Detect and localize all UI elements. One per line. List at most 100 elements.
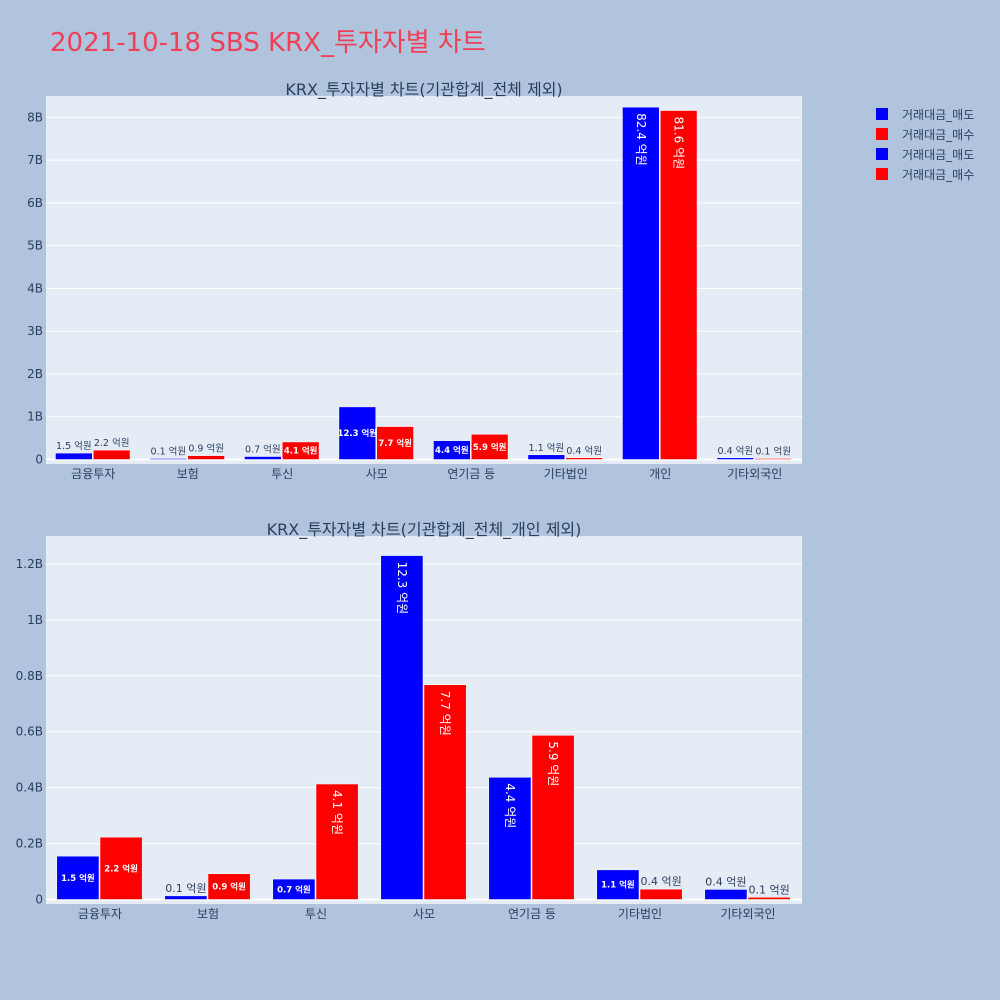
bar bbox=[527, 454, 566, 460]
chart-title: KRX_투자자별 차트(기관합계_전체_개인 제외) bbox=[267, 520, 582, 540]
y-tick-label: 0.8B bbox=[16, 669, 43, 683]
bar bbox=[55, 452, 93, 460]
legend-item[interactable]: 거래대금_매수 bbox=[876, 128, 974, 142]
x-tick-label: 기타외국인 bbox=[720, 907, 775, 921]
data-label: 0.4 억원 bbox=[705, 875, 746, 888]
bar bbox=[56, 855, 100, 900]
bar bbox=[187, 455, 225, 460]
data-label: 0.1 억원 bbox=[165, 882, 206, 895]
x-tick-label: 연기금 등 bbox=[447, 467, 495, 481]
bar bbox=[565, 457, 603, 460]
bar bbox=[660, 110, 698, 460]
y-tick-label: 7B bbox=[27, 153, 43, 167]
x-tick-label: 사모 bbox=[413, 907, 435, 921]
chart-title: KRX_투자자별 차트(기관합계_전체 제외) bbox=[285, 80, 562, 100]
legend-item[interactable]: 거래대금_매도 bbox=[876, 148, 974, 162]
legend-label: 거래대금_매수 bbox=[902, 168, 974, 182]
bar bbox=[596, 869, 640, 900]
data-label: 4.1 억원 bbox=[284, 446, 318, 457]
data-label: 0.9 억원 bbox=[212, 882, 246, 893]
legend-swatch bbox=[876, 148, 888, 160]
y-tick-label: 3B bbox=[27, 324, 43, 338]
bar bbox=[207, 873, 251, 900]
data-label: 82.4 억원 bbox=[634, 113, 648, 166]
data-label: 1.5 억원 bbox=[61, 873, 95, 884]
data-label: 0.1 억원 bbox=[755, 446, 791, 458]
bar bbox=[315, 783, 359, 900]
y-tick-label: 0.4B bbox=[16, 781, 43, 795]
x-tick-label: 사모 bbox=[366, 467, 388, 481]
data-label: 12.3 억원 bbox=[395, 562, 409, 615]
data-label: 4.4 억원 bbox=[435, 445, 469, 456]
data-label: 0.1 억원 bbox=[151, 446, 187, 458]
legend-swatch bbox=[876, 108, 888, 120]
bar bbox=[622, 106, 660, 460]
x-tick-label: 개인 bbox=[649, 467, 671, 481]
x-tick-label: 기타외국인 bbox=[727, 467, 782, 481]
data-label: 2.2 억원 bbox=[104, 863, 138, 874]
data-label: 4.1 억원 bbox=[330, 790, 344, 835]
y-tick-label: 8B bbox=[27, 110, 43, 124]
data-label: 12.3 억원 bbox=[338, 428, 378, 439]
data-label: 81.6 억원 bbox=[672, 117, 686, 170]
data-label: 7.7 억원 bbox=[378, 438, 412, 449]
bar bbox=[244, 456, 282, 460]
x-tick-label: 보험 bbox=[197, 907, 219, 921]
x-tick-label: 투신 bbox=[271, 467, 293, 481]
data-label: 0.4 억원 bbox=[718, 445, 754, 457]
y-tick-label: 2B bbox=[27, 367, 43, 381]
y-tick-label: 6B bbox=[27, 196, 43, 210]
x-tick-label: 투신 bbox=[305, 907, 327, 921]
data-label: 5.9 억원 bbox=[473, 442, 507, 453]
y-tick-label: 0.2B bbox=[16, 837, 43, 851]
chart-2: 0 0.2B 0.4B 0.6B 0.8B 1B 1.2B KRX_투자자별 차트(기관합계_… bbox=[16, 520, 802, 921]
bar bbox=[338, 406, 377, 460]
legend-label: 거래대금_매수 bbox=[902, 128, 974, 142]
bar bbox=[376, 426, 414, 460]
x-tick-label: 연기금 등 bbox=[508, 907, 556, 921]
legend-item[interactable]: 거래대금_매수 bbox=[876, 168, 974, 182]
x-tick-label: 보험 bbox=[177, 467, 199, 481]
data-label: 0.7 억원 bbox=[245, 444, 281, 456]
bar bbox=[433, 440, 471, 460]
bar bbox=[488, 777, 532, 900]
data-label: 0.9 억원 bbox=[188, 443, 224, 455]
legend-label: 거래대금_매도 bbox=[902, 148, 974, 162]
bar bbox=[272, 878, 316, 900]
y-tick-label: 5B bbox=[27, 239, 43, 253]
data-label: 0.4 억원 bbox=[640, 875, 681, 888]
bar bbox=[93, 449, 131, 460]
bar bbox=[754, 458, 792, 460]
y-tick-label: 1.2B bbox=[16, 557, 43, 571]
data-label: 2.2 억원 bbox=[94, 437, 130, 449]
x-tick-label: 기타법인 bbox=[618, 907, 662, 921]
bar bbox=[531, 735, 575, 900]
page-title: 2021-10-18 SBS KRX_투자자별 차트 bbox=[50, 28, 486, 58]
legend-item[interactable]: 거래대금_매도 bbox=[876, 108, 974, 122]
data-label: 1.1 억원 bbox=[529, 442, 565, 454]
bar bbox=[639, 888, 683, 900]
legend-swatch bbox=[876, 168, 888, 180]
data-label: 0.4 억원 bbox=[566, 445, 602, 457]
bar bbox=[716, 457, 755, 460]
bar bbox=[423, 684, 467, 900]
bar bbox=[747, 897, 791, 900]
x-tick-label: 기타법인 bbox=[544, 467, 588, 481]
data-label: 5.9 억원 bbox=[546, 741, 560, 786]
data-label: 1.5 억원 bbox=[56, 440, 92, 452]
x-tick-label: 금융투자 bbox=[71, 467, 115, 481]
y-tick-label: 4B bbox=[27, 281, 43, 295]
data-label: 0.1 억원 bbox=[748, 883, 789, 896]
data-label: 0.7 억원 bbox=[277, 884, 311, 895]
x-tick-label: 금융투자 bbox=[78, 907, 122, 921]
y-tick-label: 0 bbox=[35, 893, 43, 907]
data-label: 4.4 억원 bbox=[503, 783, 517, 828]
bar bbox=[164, 895, 208, 900]
bar bbox=[471, 434, 509, 460]
data-label: 1.1 억원 bbox=[601, 880, 635, 891]
bar bbox=[99, 836, 143, 900]
y-tick-label: 1B bbox=[27, 613, 43, 627]
y-tick-label: 1B bbox=[27, 410, 43, 424]
